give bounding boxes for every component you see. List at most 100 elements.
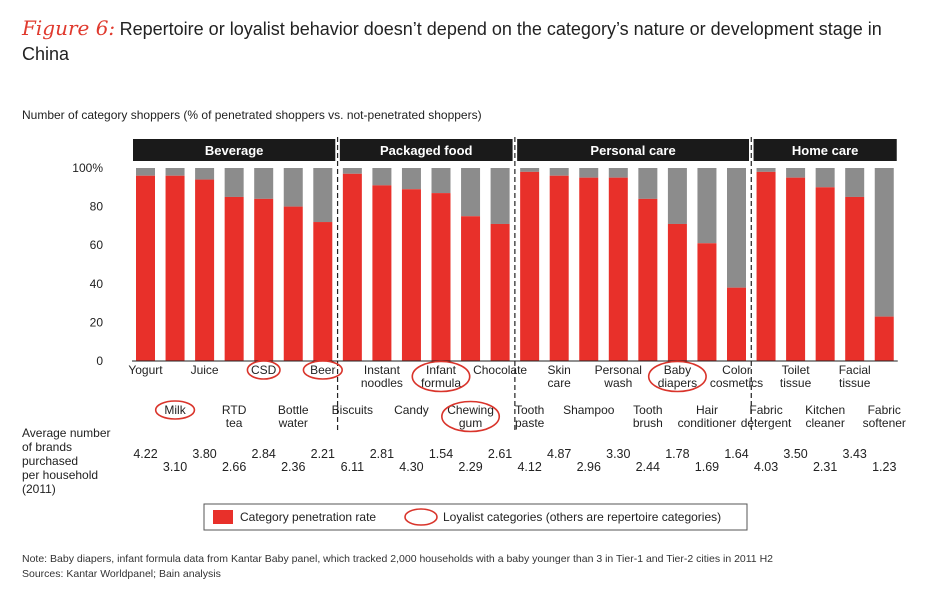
category-label: Infant (426, 363, 457, 377)
category-label: Tooth (633, 403, 662, 417)
y-tick-label: 0 (96, 354, 103, 368)
legend-loyalist-icon (404, 508, 438, 526)
group-header-label: Packaged food (380, 143, 473, 158)
bar-remainder (608, 168, 628, 178)
category-label: softener (863, 416, 906, 430)
category-label: Candy (394, 403, 429, 417)
brands-value: 3.50 (783, 447, 807, 461)
category-label: conditioner (678, 416, 737, 430)
bar-penetration (313, 222, 333, 361)
brands-value: 3.43 (843, 447, 867, 461)
brands-value: 2.29 (458, 460, 482, 474)
legend-loyalist-label: Loyalist categories (others are repertoi… (443, 510, 721, 524)
bar-remainder (431, 168, 451, 194)
category-label: gum (459, 416, 482, 430)
brands-value: 4.03 (754, 460, 778, 474)
brands-value: 2.21 (311, 447, 335, 461)
bar-penetration (342, 173, 362, 361)
bar-remainder (165, 168, 185, 176)
category-label: water (278, 416, 308, 430)
bar-penetration (195, 179, 215, 361)
bar-remainder (342, 168, 362, 174)
avg-brands-label: (2011) (22, 482, 56, 496)
category-label: Chocolate (473, 363, 527, 377)
bar-penetration (815, 187, 835, 361)
bar-penetration (756, 171, 776, 361)
bar-penetration (431, 193, 451, 361)
category-label: cosmetics (710, 376, 763, 390)
bar-remainder (815, 168, 835, 188)
category-label: Color (722, 363, 751, 377)
brands-value: 2.61 (488, 447, 512, 461)
category-label: detergent (741, 416, 792, 430)
bar-remainder (490, 168, 510, 224)
bar-penetration (608, 177, 628, 361)
brands-value: 1.69 (695, 460, 719, 474)
group-header-label: Home care (792, 143, 858, 158)
category-label: Fabric (749, 403, 782, 417)
bar-remainder (579, 168, 599, 178)
group-header-2 (517, 139, 749, 161)
category-label: care (548, 376, 572, 390)
bar-remainder (283, 168, 303, 207)
bar-remainder (667, 168, 687, 224)
category-label: Hair (696, 403, 718, 417)
bar-penetration (372, 185, 392, 361)
bar-remainder (401, 168, 421, 190)
bar-penetration (224, 196, 244, 361)
bar-remainder (786, 168, 806, 178)
avg-brands-label: of brands (22, 440, 72, 454)
avg-brands-label: Average number (22, 426, 111, 440)
chart-subtitle: Number of category shoppers (% of penetr… (22, 108, 482, 122)
bar-penetration (786, 177, 806, 361)
avg-brands-label: per household (22, 468, 98, 482)
group-header-label: Personal care (590, 143, 675, 158)
category-label: CSD (251, 363, 277, 377)
bar-remainder (756, 168, 776, 172)
bar-remainder (224, 168, 244, 197)
bar-remainder (549, 168, 569, 176)
category-label: Yogurt (128, 363, 163, 377)
group-header-label: Beverage (205, 143, 264, 158)
loyalist-circle (441, 400, 501, 433)
legend (203, 503, 748, 531)
brands-value: 3.10 (163, 460, 187, 474)
category-label: brush (633, 416, 663, 430)
bar-penetration (165, 175, 185, 361)
bar-penetration (549, 175, 569, 361)
bar-penetration (667, 223, 687, 361)
bar-remainder (254, 168, 274, 199)
category-label: Personal (595, 363, 642, 377)
category-label: Skin (548, 363, 571, 377)
y-tick-label: 60 (90, 238, 104, 252)
category-label: paste (515, 416, 545, 430)
category-label: Beer (310, 363, 335, 377)
category-label: Instant (364, 363, 401, 377)
brands-value: 4.30 (399, 460, 423, 474)
bar-penetration (136, 175, 155, 361)
bar-remainder (697, 168, 717, 244)
bar-remainder (461, 168, 481, 217)
bar-remainder (313, 168, 333, 223)
bar-remainder (638, 168, 658, 199)
group-header-1 (339, 139, 513, 161)
category-label: Shampoo (563, 403, 615, 417)
category-label: Biscuits (332, 403, 373, 417)
figure-label: Figure 6: (22, 16, 116, 40)
loyalist-circle (154, 400, 196, 420)
figure-title: Figure 6: Repertoire or loyalist behavio… (22, 16, 932, 67)
bar-remainder (136, 168, 155, 176)
category-label: RTD (222, 403, 247, 417)
brands-value: 2.36 (281, 460, 305, 474)
brands-value: 2.44 (636, 460, 660, 474)
category-label: Fabric (868, 403, 901, 417)
figure-title-text: Repertoire or loyalist behavior doesn’t … (22, 19, 882, 64)
bar-penetration (638, 198, 658, 361)
loyalist-circle (302, 360, 343, 380)
y-tick-label: 100% (72, 161, 103, 175)
bar-remainder (372, 168, 392, 186)
y-tick-label: 40 (90, 277, 104, 291)
bar-remainder (520, 168, 540, 172)
brands-value: 4.87 (547, 447, 571, 461)
category-label: Tooth (515, 403, 544, 417)
